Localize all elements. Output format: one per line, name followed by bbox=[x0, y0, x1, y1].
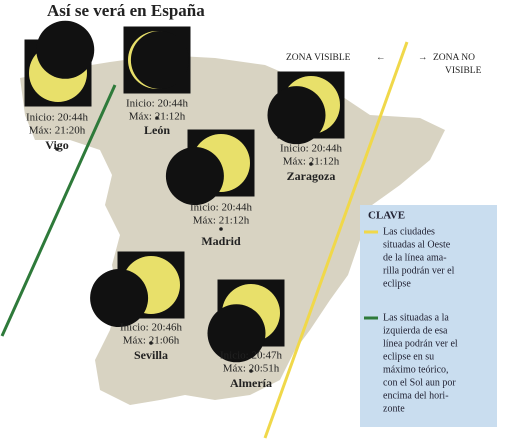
city-start: Inicio: 20:44h bbox=[190, 202, 253, 214]
frame bbox=[277, 71, 345, 139]
city-start: Inicio: 20:44h bbox=[126, 98, 189, 110]
city-start: Inicio: 20:46h bbox=[120, 322, 183, 334]
city-dot bbox=[55, 147, 59, 151]
city-name: Madrid bbox=[201, 234, 241, 248]
city-name: Sevilla bbox=[134, 348, 168, 362]
legend-text: izquierda de esa bbox=[383, 325, 448, 336]
city-name: Zaragoza bbox=[287, 169, 336, 183]
legend-text: situadas al Oeste bbox=[383, 239, 451, 250]
city-dot bbox=[155, 116, 159, 120]
zone-not-visible: ZONA NO bbox=[433, 53, 475, 63]
title: Así se verá en España bbox=[47, 1, 205, 20]
zone-not-visible: VISIBLE bbox=[445, 66, 482, 76]
legend-text: Las ciudades bbox=[383, 226, 435, 237]
legend-text: zonte bbox=[383, 403, 405, 414]
city-name: Almería bbox=[230, 376, 272, 390]
legend-text: rilla podrán ver el bbox=[383, 265, 455, 276]
frame bbox=[187, 129, 255, 197]
legend-text: con el Sol aun por bbox=[383, 377, 456, 388]
legend-text: eclipse bbox=[383, 278, 411, 289]
frame bbox=[24, 39, 92, 107]
legend-text: máximo teórico, bbox=[383, 364, 449, 375]
legend-text: encima del hori- bbox=[383, 390, 449, 401]
legend-text: eclipse en su bbox=[383, 351, 434, 362]
city-name: Vigo bbox=[45, 138, 69, 152]
city-max: Máx: 21:12h bbox=[283, 156, 340, 168]
city-dot bbox=[219, 227, 223, 231]
legend-box bbox=[360, 205, 497, 427]
moon bbox=[207, 304, 266, 363]
legend-text: Las situadas a la bbox=[383, 312, 449, 323]
legend-text: de la línea ama- bbox=[383, 252, 447, 263]
arrow: → bbox=[418, 53, 428, 63]
green-line bbox=[0, 84, 117, 337]
city-max: Máx: 21:06h bbox=[123, 335, 180, 347]
city-start: Inicio: 20:44h bbox=[280, 143, 343, 155]
moon bbox=[267, 86, 326, 145]
moon bbox=[90, 269, 149, 328]
moon bbox=[130, 31, 189, 89]
city-dot bbox=[309, 162, 313, 166]
zone-visible: ZONA VISIBLE bbox=[286, 53, 351, 63]
city-max: Máx: 21:12h bbox=[193, 215, 250, 227]
city-max: Máx: 21:20h bbox=[29, 125, 86, 137]
city-dot bbox=[149, 341, 153, 345]
moon bbox=[165, 147, 224, 206]
city-max: Máx: 20:51h bbox=[223, 363, 280, 375]
city-start: Inicio: 20:47h bbox=[220, 350, 283, 362]
legend-text: línea podrán ver el bbox=[383, 338, 458, 349]
frame bbox=[117, 251, 185, 319]
yellow-line bbox=[263, 41, 409, 439]
frame bbox=[217, 279, 285, 347]
legend-title: CLAVE bbox=[368, 210, 405, 222]
arrow: ← bbox=[376, 53, 386, 63]
city-start: Inicio: 20:44h bbox=[26, 112, 89, 124]
city-name: León bbox=[144, 123, 170, 137]
city-dot bbox=[249, 369, 253, 373]
frame bbox=[123, 26, 191, 94]
moon bbox=[36, 20, 95, 79]
